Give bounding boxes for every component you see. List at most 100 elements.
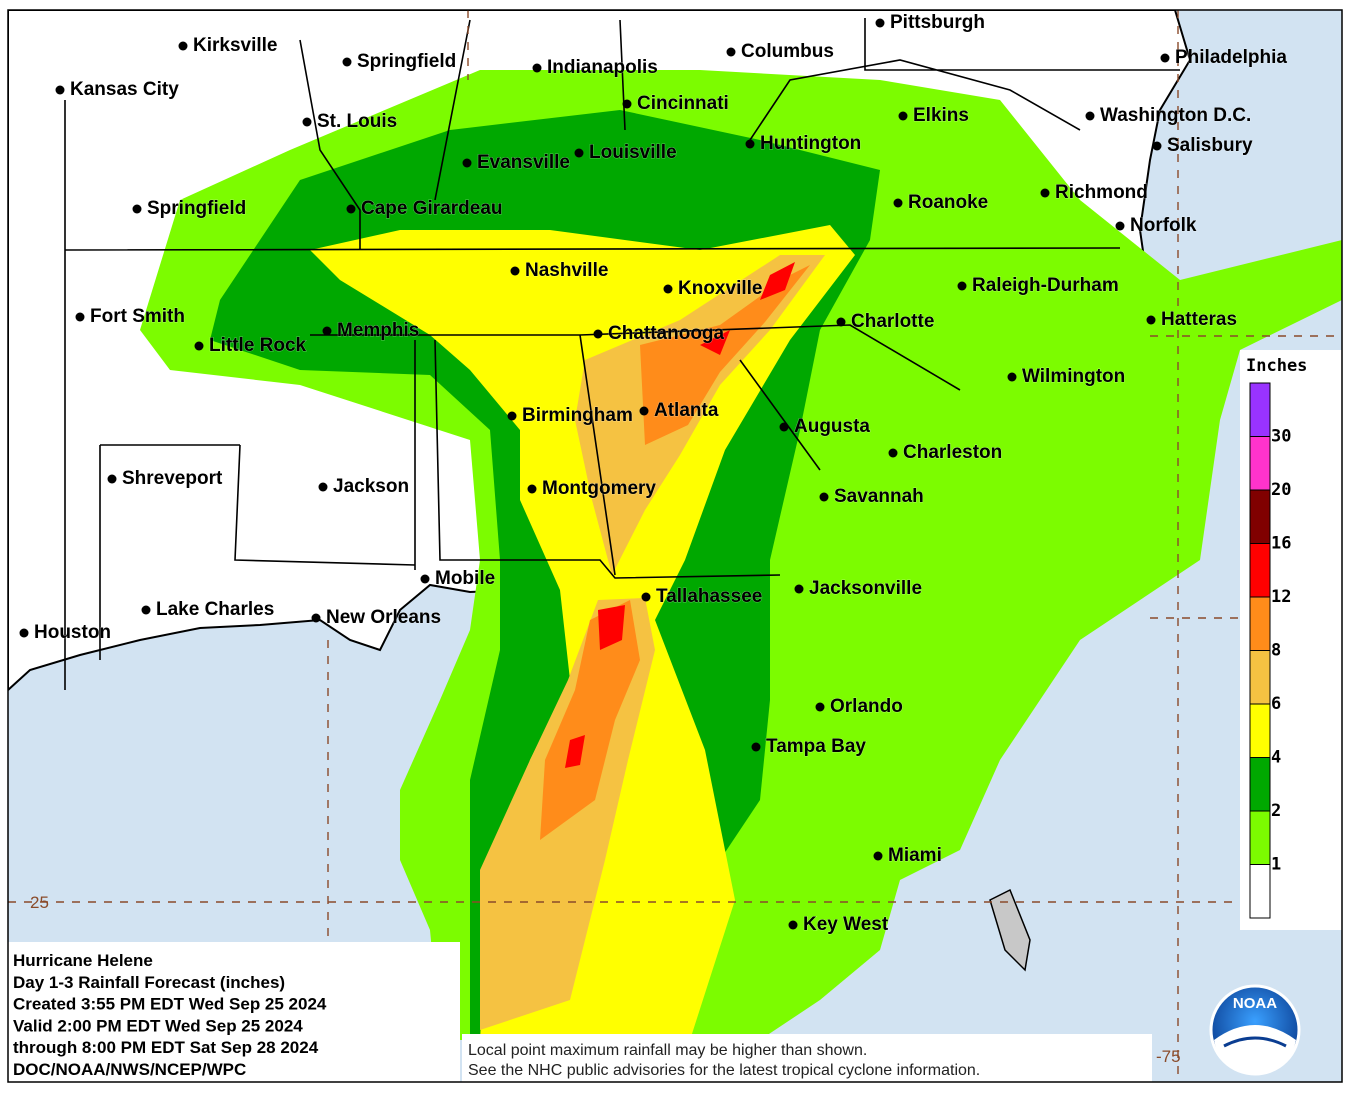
- city-dot: [751, 742, 761, 752]
- city-label: Richmond: [1055, 182, 1148, 203]
- logo-gull: [1223, 1036, 1287, 1048]
- city-label: Raleigh-Durham: [972, 275, 1119, 296]
- city-label: Indianapolis: [547, 57, 658, 78]
- city-dot: [788, 920, 798, 930]
- legend-swatch: [1249, 596, 1271, 651]
- city-dot: [510, 266, 520, 276]
- info-line: Day 1-3 Rainfall Forecast (inches): [13, 973, 285, 992]
- note-line: See the NHC public advisories for the la…: [468, 1062, 980, 1079]
- city-dot: [1152, 141, 1162, 151]
- city-dot: [462, 158, 472, 168]
- city-dot: [622, 99, 632, 109]
- info-line: Hurricane Helene: [13, 951, 153, 970]
- legend-label: 8: [1271, 641, 1281, 661]
- city-label: Huntington: [760, 133, 861, 154]
- city-label: Fort Smith: [90, 306, 185, 327]
- city-dot: [663, 284, 673, 294]
- city-label: Tampa Bay: [766, 736, 866, 757]
- city-dot: [318, 482, 328, 492]
- city-dot: [1085, 111, 1095, 121]
- city-label: Washington D.C.: [1100, 105, 1251, 126]
- city-label: Montgomery: [542, 478, 656, 499]
- city-dot: [639, 406, 649, 416]
- rain-8: [540, 265, 810, 840]
- city-dot: [1160, 53, 1170, 63]
- city-dot: [836, 317, 846, 327]
- legend-swatch: [1249, 757, 1271, 812]
- city-dot: [342, 57, 352, 67]
- city-label: Charlotte: [851, 311, 934, 332]
- city-label: Atlanta: [654, 400, 719, 421]
- city-dot: [107, 474, 117, 484]
- city-label: Memphis: [337, 320, 419, 341]
- state-lines: [64, 18, 1180, 690]
- city-label: Lake Charles: [156, 599, 274, 620]
- city-label: Augusta: [794, 416, 870, 437]
- city-dot: [893, 198, 903, 208]
- city-label: Roanoke: [908, 192, 988, 213]
- city-label: Louisville: [589, 142, 677, 163]
- city-label: Salisbury: [1167, 135, 1253, 156]
- city-dot: [302, 117, 312, 127]
- city-label: Tallahassee: [656, 586, 762, 607]
- city-label: Birmingham: [522, 405, 633, 426]
- city-dot: [819, 492, 829, 502]
- city-dot: [527, 484, 537, 494]
- city-dot: [1007, 372, 1017, 382]
- info-line: DOC/NOAA/NWS/NCEP/WPC: [13, 1060, 246, 1079]
- rain-6: [480, 255, 825, 1030]
- city-dot: [346, 204, 356, 214]
- info-line: through 8:00 PM EDT Sat Sep 28 2024: [13, 1038, 319, 1057]
- city-label: Mobile: [435, 568, 495, 589]
- city-label: Columbus: [741, 41, 834, 62]
- city-label: Hatteras: [1161, 309, 1237, 330]
- city-dot: [815, 702, 825, 712]
- city-label: St. Louis: [317, 111, 397, 132]
- city-label: Springfield: [147, 198, 246, 219]
- city-label: Key West: [803, 914, 889, 935]
- city-label: Kirksville: [193, 35, 278, 56]
- city-dot: [1040, 188, 1050, 198]
- note: Local point maximum rainfall may be high…: [468, 1042, 980, 1079]
- note-box: [462, 1034, 1152, 1082]
- legend-label: 12: [1271, 587, 1291, 607]
- city-dot: [420, 574, 430, 584]
- info-box: [8, 942, 460, 1082]
- noaa-logo: NOAA: [1209, 984, 1301, 1076]
- city-dot: [19, 628, 29, 638]
- legend-label: 1: [1271, 855, 1281, 875]
- rain-4: [310, 225, 855, 1040]
- legend-title: Inches: [1246, 356, 1307, 376]
- city-dot: [641, 592, 651, 602]
- city-dot: [75, 312, 85, 322]
- note-line: Local point maximum rainfall may be high…: [468, 1042, 867, 1059]
- map-body: Kirksville Springfield Indianapolis Columbu…: [8, 10, 1342, 1082]
- legend-swatch: [1249, 543, 1271, 598]
- city-label: Knoxville: [678, 278, 762, 299]
- city-label: Charleston: [903, 442, 1002, 463]
- city-dot: [957, 281, 967, 291]
- city-dot: [898, 111, 908, 121]
- logo-wave: [1214, 1025, 1296, 1074]
- city-label: Shreveport: [122, 468, 223, 489]
- city-label: Norfolk: [1130, 215, 1197, 236]
- city-dot: [141, 605, 151, 615]
- legend-swatch: [1249, 382, 1271, 437]
- city-dot: [194, 341, 204, 351]
- legend-label: 4: [1271, 748, 1281, 768]
- city-label: Jacksonville: [809, 578, 922, 599]
- city-dot: [132, 204, 142, 214]
- legend-swatch: [1249, 650, 1271, 705]
- info: Hurricane Helene Day 1-3 Rainfall Forecas…: [13, 951, 327, 1079]
- legend-swatch: [1249, 489, 1271, 544]
- city-label: Nashville: [525, 260, 608, 281]
- lat-label: 25: [30, 893, 49, 912]
- island: [989, 888, 1031, 972]
- state-line: [64, 18, 1180, 690]
- city-dot: [875, 18, 885, 28]
- city-label: Miami: [888, 845, 942, 866]
- cities: Kirksville Springfield Indianapolis Columbu…: [19, 12, 1288, 936]
